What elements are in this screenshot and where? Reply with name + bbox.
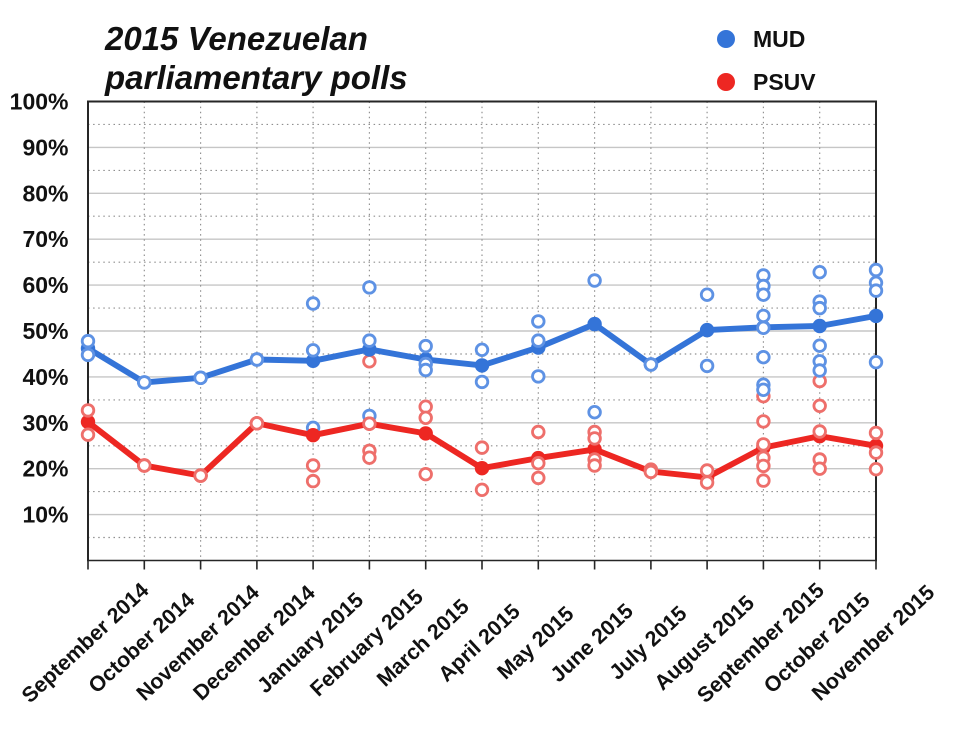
- svg-text:parliamentary polls: parliamentary polls: [104, 59, 408, 96]
- svg-text:2015 Venezuelan: 2015 Venezuelan: [104, 20, 368, 57]
- svg-text:60%: 60%: [22, 272, 68, 298]
- svg-text:20%: 20%: [22, 456, 68, 482]
- svg-text:30%: 30%: [22, 410, 68, 436]
- svg-text:100%: 100%: [10, 89, 69, 115]
- svg-text:MUD: MUD: [753, 26, 805, 52]
- svg-text:40%: 40%: [22, 364, 68, 390]
- svg-text:90%: 90%: [22, 134, 68, 160]
- svg-text:50%: 50%: [22, 318, 68, 344]
- svg-text:80%: 80%: [22, 180, 68, 206]
- svg-text:PSUV: PSUV: [753, 69, 816, 95]
- svg-text:10%: 10%: [22, 502, 68, 528]
- svg-text:70%: 70%: [22, 226, 68, 252]
